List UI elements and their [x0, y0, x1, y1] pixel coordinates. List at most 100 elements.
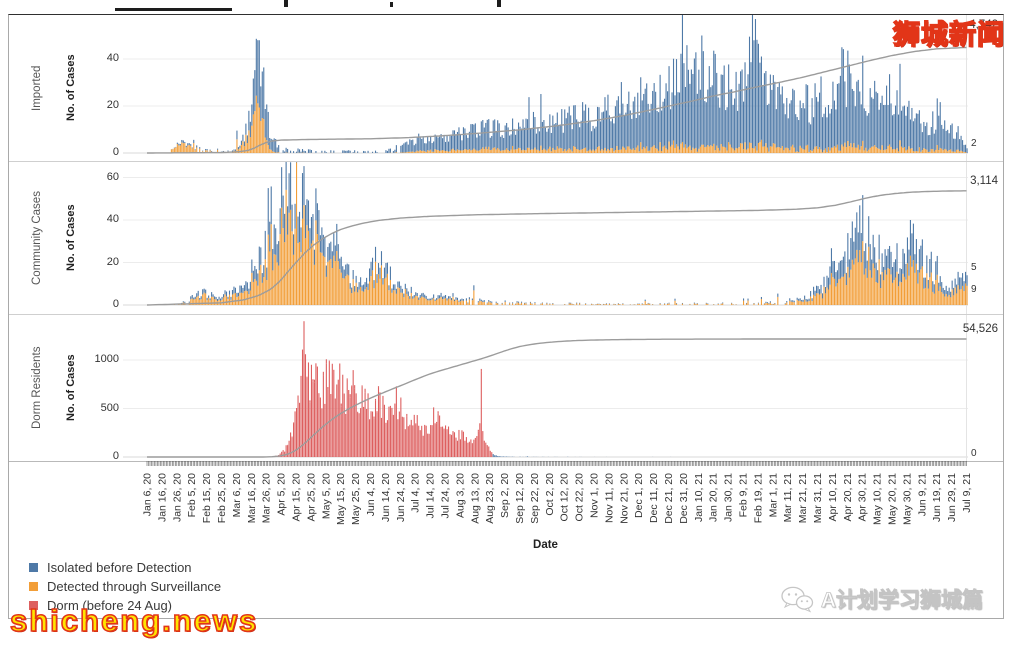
cropped-title-fragment: [497, 0, 501, 7]
svg-text:Jun 9, 21: Jun 9, 21: [916, 473, 928, 516]
last-bar-value: 5: [971, 261, 977, 273]
svg-text:Mar 21, 21: Mar 21, 21: [797, 473, 809, 523]
svg-text:Jul 4, 20: Jul 4, 20: [410, 473, 422, 513]
cropped-title-fragment: [284, 0, 288, 7]
svg-text:Dec 31, 20: Dec 31, 20: [678, 473, 690, 524]
svg-text:Jan 10, 21: Jan 10, 21: [693, 473, 705, 522]
svg-text:May 20, 21: May 20, 21: [887, 473, 899, 525]
svg-text:Mar 6, 20: Mar 6, 20: [231, 473, 243, 518]
svg-text:Apr 20, 21: Apr 20, 21: [842, 473, 854, 522]
svg-text:May 25, 20: May 25, 20: [350, 473, 362, 525]
svg-text:Nov 21, 20: Nov 21, 20: [618, 473, 630, 524]
imported-bar-chart-plot[interactable]: [123, 15, 968, 161]
dorm-bar-chart-plot[interactable]: [123, 315, 968, 461]
svg-text:Apr 10, 21: Apr 10, 21: [827, 473, 839, 522]
svg-text:Mar 16, 20: Mar 16, 20: [246, 473, 258, 523]
svg-text:Apr 5, 20: Apr 5, 20: [276, 473, 288, 516]
cumulative-total-label: 4,742: [969, 19, 998, 31]
legend-swatch: [29, 601, 38, 610]
svg-text:Jul 9, 21: Jul 9, 21: [961, 473, 973, 513]
svg-text:Dec 21, 20: Dec 21, 20: [663, 473, 675, 524]
row-label-imported: Imported: [31, 65, 43, 111]
svg-text:Aug 3, 20: Aug 3, 20: [454, 473, 466, 518]
last-bar-value: 2: [971, 137, 977, 149]
y-tick-label: 40: [106, 213, 119, 225]
y-tick-label: 0: [112, 450, 119, 462]
legend-item: Isolated before Detection: [29, 558, 221, 577]
svg-text:Mar 1, 21: Mar 1, 21: [767, 473, 779, 518]
svg-text:Sep 22, 20: Sep 22, 20: [529, 473, 541, 524]
svg-text:Jun 4, 20: Jun 4, 20: [365, 473, 377, 516]
y-tick-label: 40: [106, 52, 119, 64]
cumulative-total-label: 3,114: [970, 175, 998, 187]
y-tick-label: 60: [106, 170, 119, 183]
svg-text:Oct 2, 20: Oct 2, 20: [544, 473, 556, 516]
watermark-shicheng-news-cn: 狮城新闻: [892, 19, 1005, 51]
y-tick-label: 0: [112, 298, 119, 310]
y-tick-label: 20: [106, 255, 119, 268]
panel-imported: Imported No. of Cases 0 20 40 4,742 2: [9, 15, 1003, 162]
svg-text:May 30, 21: May 30, 21: [901, 473, 913, 525]
svg-text:Nov 1, 20: Nov 1, 20: [589, 473, 601, 518]
legend-swatch: [29, 582, 38, 591]
svg-text:Apr 25, 20: Apr 25, 20: [305, 473, 317, 522]
y-tick-label: 0: [112, 146, 119, 158]
svg-text:Jan 16, 20: Jan 16, 20: [156, 473, 168, 522]
panel-dorm-residents: Dorm Residents No. of Cases 0 500 1000 54,…: [9, 315, 1003, 462]
svg-text:Mar 11, 21: Mar 11, 21: [782, 473, 794, 523]
legend-item: Detected through Surveillance: [29, 577, 221, 596]
svg-text:May 10, 21: May 10, 21: [872, 473, 884, 525]
last-bar-value: 0: [971, 448, 977, 460]
panel-community-cases: Community Cases No. of Cases 0 20 40 60 3,1…: [9, 162, 1003, 315]
svg-text:Mar 31, 21: Mar 31, 21: [812, 473, 824, 523]
svg-text:Apr 15, 20: Apr 15, 20: [291, 473, 303, 522]
svg-text:Feb 15, 20: Feb 15, 20: [201, 473, 213, 523]
svg-text:May 5, 20: May 5, 20: [320, 473, 332, 519]
legend-label: Dorm (before 24 Aug): [47, 598, 173, 613]
svg-text:Dec 11, 20: Dec 11, 20: [648, 473, 660, 523]
svg-text:Feb 9, 21: Feb 9, 21: [738, 473, 750, 518]
legend-swatch: [29, 563, 38, 572]
svg-text:Apr 30, 21: Apr 30, 21: [857, 473, 869, 522]
y-tick-label: 500: [100, 401, 119, 414]
last-bar-value: 9: [971, 284, 977, 296]
watermark-wechat-account: A计划学习狮城篇: [780, 584, 983, 614]
chart-box: Imported No. of Cases 0 20 40 4,742 2 Comm…: [8, 14, 1004, 619]
svg-text:Jan 6, 20: Jan 6, 20: [142, 473, 154, 516]
cropped-title-fragment: [115, 8, 232, 11]
community-bar-chart-plot[interactable]: [123, 162, 968, 314]
y-tick-label: 20: [106, 99, 119, 111]
cropped-title-fragment: [390, 2, 393, 7]
svg-text:Jul 24, 20: Jul 24, 20: [440, 473, 452, 519]
svg-text:Jan 20, 21: Jan 20, 21: [708, 473, 720, 522]
svg-text:Feb 5, 20: Feb 5, 20: [186, 473, 198, 518]
legend-label: Isolated before Detection: [47, 560, 192, 575]
svg-text:Nov 11, 20: Nov 11, 20: [603, 473, 615, 523]
y-tick-label: 1000: [94, 353, 119, 365]
svg-text:Jan 26, 20: Jan 26, 20: [171, 473, 183, 522]
legend: Isolated before Detection Detected throug…: [29, 558, 221, 615]
date-axis-labels: Jan 6, 20 Jan 16, 20 Jan 26, 20 Feb 5, 20 Fe…: [142, 473, 974, 525]
y-axis-title: No. of Cases: [65, 204, 77, 272]
svg-text:Jun 29, 21: Jun 29, 21: [946, 473, 958, 522]
svg-text:Oct 12, 20: Oct 12, 20: [559, 473, 571, 522]
svg-text:Oct 22, 20: Oct 22, 20: [574, 473, 586, 522]
svg-text:Dec 1, 20: Dec 1, 20: [633, 473, 645, 518]
row-label-community: Community Cases: [31, 191, 43, 285]
svg-text:Sep 12, 20: Sep 12, 20: [514, 473, 526, 524]
legend-label: Detected through Surveillance: [47, 579, 222, 594]
svg-text:Feb 19, 21: Feb 19, 21: [752, 473, 764, 523]
legend-item: Dorm (before 24 Aug): [29, 596, 221, 615]
cumulative-total-label: 54,526: [962, 323, 998, 335]
y-axis-title: No. of Cases: [65, 354, 77, 422]
svg-text:May 15, 20: May 15, 20: [335, 473, 347, 525]
svg-text:Jan 30, 21: Jan 30, 21: [723, 473, 735, 522]
svg-text:Mar 26, 20: Mar 26, 20: [261, 473, 273, 523]
svg-text:Aug 13, 20: Aug 13, 20: [469, 473, 481, 524]
wechat-icon: [781, 586, 813, 613]
y-axis-title: No. of Cases: [65, 54, 77, 122]
watermark-wechat-text: A计划学习狮城篇: [820, 589, 983, 613]
svg-text:Jun 19, 21: Jun 19, 21: [931, 473, 943, 522]
svg-text:Jun 24, 20: Jun 24, 20: [395, 473, 407, 522]
